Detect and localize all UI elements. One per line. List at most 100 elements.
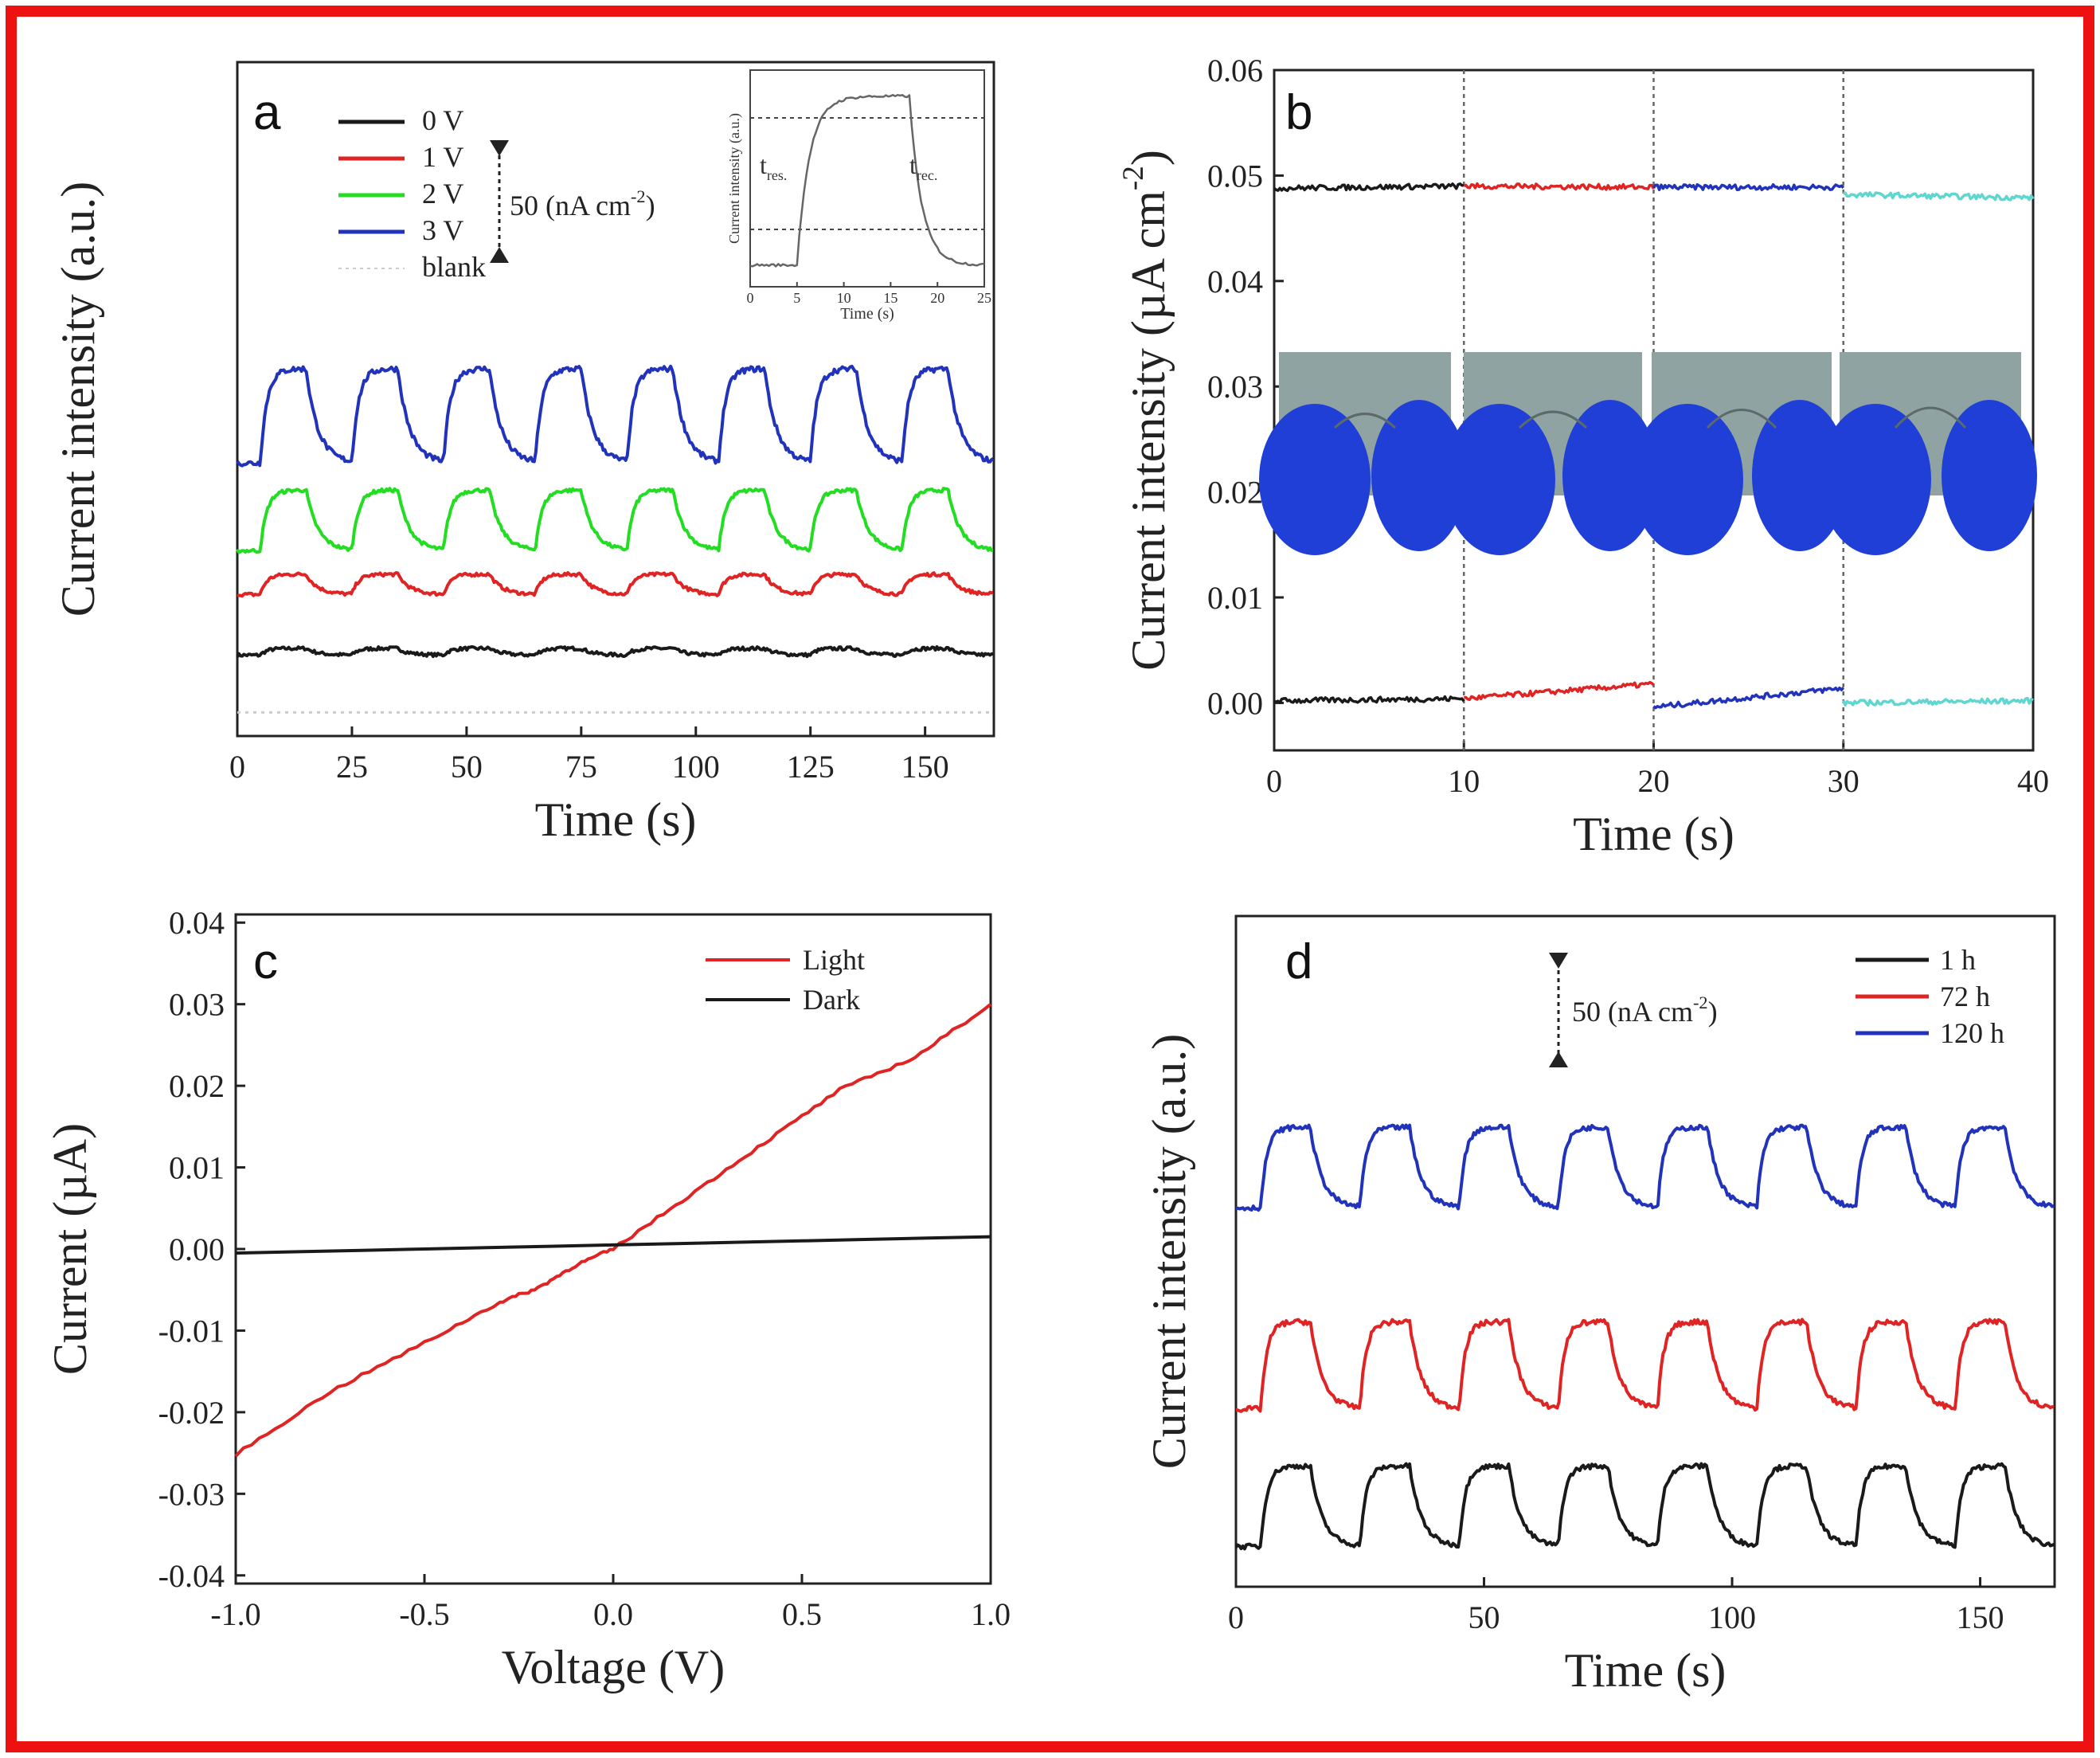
- panel-b-segment-high-3: [1843, 191, 2035, 202]
- panel-d-xtick-label: 0: [1228, 1599, 1244, 1635]
- panel-d-label: d: [1285, 934, 1312, 989]
- panel-c-ytick-label: 0.03: [169, 987, 225, 1023]
- panel-a-xtick-label: 150: [901, 749, 949, 785]
- panel-a-inset-ylabel: Current intensity (a.u.): [726, 113, 743, 244]
- panel-a-inset-xtick-label: 25: [977, 290, 991, 306]
- panel-b-photo-glove-right: [1371, 400, 1467, 551]
- panel-a-xtick-label: 125: [787, 749, 835, 785]
- panel-a-xtick-label: 25: [336, 749, 368, 785]
- panel-b-photo: [1259, 352, 1467, 555]
- panel-b-segment-low-1: [1464, 680, 1655, 702]
- panel-a-series-1V: [237, 571, 994, 598]
- panel-b-ytick-label: 0.01: [1207, 580, 1263, 616]
- panel-b-photo-glove-left: [1820, 404, 1931, 555]
- panel-d-xtick-label: 100: [1708, 1599, 1756, 1635]
- panel-a-xtick-label: 75: [565, 749, 597, 785]
- panel-c-ytick-label: -0.04: [158, 1558, 225, 1594]
- panel-b-xtick-label: 0: [1266, 763, 1282, 799]
- panel-c-label: c: [253, 934, 278, 989]
- panel-a-inset-xtick-label: 10: [837, 290, 851, 306]
- panel-b-xlabel: Time (s): [1573, 808, 1734, 860]
- panel-b-photo-device: [1333, 413, 1397, 429]
- panel-b-xtick-label: 30: [1828, 763, 1859, 799]
- panel-b-photo-glove-left: [1259, 404, 1371, 555]
- panel-a-ylabel: Current intensity (a.u.): [52, 182, 104, 617]
- panel-d-xtick-label: 150: [1957, 1599, 2004, 1635]
- panel-d-scale-label: 50 (nA cm-2): [1572, 993, 1718, 1028]
- panel-d-legend-label: 120 h: [1940, 1017, 2004, 1049]
- panel-a-inset-xtick-label: 0: [747, 290, 754, 306]
- panel-c-xtick-label: 1.0: [971, 1596, 1011, 1632]
- panel-a-inset-xtick-label: 15: [883, 290, 897, 306]
- panel-b-xtick-label: 20: [1638, 763, 1670, 799]
- panel-d-series-72h: [1235, 1318, 2055, 1413]
- panel-a-inset-xlabel: Time (s): [840, 305, 894, 323]
- panel-b-photo-glove-right: [1562, 400, 1658, 551]
- panel-c-legend-label: Dark: [803, 984, 860, 1016]
- panel-c-xlabel: Voltage (V): [502, 1641, 725, 1693]
- panel-b-photo-glove-left: [1632, 404, 1743, 555]
- panel-b-segment-high-0: [1273, 182, 1465, 193]
- panel-c-ytick-label: 0.02: [169, 1068, 225, 1104]
- panel-b-segment-low-3: [1842, 696, 2034, 707]
- panel-d-series-120h: [1235, 1123, 2055, 1212]
- panel-a-series-2V: [236, 487, 994, 554]
- panel-b-photo-device: [1894, 406, 1967, 429]
- panel-c-series-Light: [234, 1003, 992, 1458]
- panel-a-series-3V: [236, 364, 995, 468]
- panel-a-legend-label: blank: [422, 251, 486, 283]
- panel-a-xtick-label: 50: [451, 749, 483, 785]
- panel-b-label: b: [1285, 85, 1312, 140]
- panel-a-legend-label: 0 V: [422, 104, 463, 136]
- panel-a-xtick-label: 100: [672, 749, 720, 785]
- panel-c-series-Dark: [235, 1235, 991, 1255]
- panel-d-series-1h: [1234, 1462, 2055, 1551]
- panel-b-photo-device: [1706, 409, 1777, 429]
- panel-c-ytick-label: 0.04: [169, 905, 225, 941]
- panel-b-photo-glove-right: [1752, 400, 1848, 551]
- panel-b-xtick-label: 10: [1448, 763, 1480, 799]
- panel-a-axes: [236, 61, 995, 738]
- panel-d-xlabel: Time (s): [1565, 1644, 1727, 1697]
- panel-d-axes: [1234, 914, 2056, 1588]
- panel-b-segment-high-2: [1652, 182, 1845, 192]
- panel-d-legend-label: 72 h: [1940, 981, 1990, 1012]
- panel-b-ytick-label: 0.00: [1207, 685, 1263, 721]
- panel-c-ytick-label: 0.01: [169, 1150, 225, 1186]
- panel-b-segment-low-2: [1652, 686, 1845, 710]
- panel-a-inset-xtick-label: 20: [930, 290, 944, 306]
- panel-b-photo: [1820, 352, 2037, 555]
- panel-d-scale-arrow-top: [1549, 953, 1568, 969]
- panel-d-xtick-label: 50: [1468, 1599, 1500, 1635]
- panel-c-xtick-label: 0.0: [593, 1596, 633, 1632]
- panel-b-photo-glove-left: [1444, 404, 1555, 555]
- panel-a-xlabel: Time (s): [535, 793, 697, 846]
- panel-c-xtick-label: 0.5: [782, 1596, 822, 1632]
- panel-a-label: a: [253, 85, 281, 140]
- panel-d-legend-label: 1 h: [1940, 944, 1976, 976]
- panel-a-inset-frame: [749, 69, 985, 288]
- panel-a-scale-arrow-top: [490, 140, 509, 156]
- panel-b-photo: [1444, 352, 1658, 555]
- panel-a-legend-label: 1 V: [422, 141, 463, 173]
- panel-b-xtick-label: 40: [2017, 763, 2049, 799]
- panel-b-photo-device: [1518, 410, 1588, 429]
- panel-b-ytick-label: 0.04: [1207, 264, 1263, 300]
- panel-c-ylabel: Current (µA): [44, 1123, 96, 1375]
- panel-b-ytick-label: 0.03: [1207, 369, 1263, 405]
- panel-c-ytick-label: -0.01: [158, 1313, 225, 1349]
- panel-a-inset-curve: [749, 93, 985, 268]
- panel-b-photo: [1632, 352, 1848, 555]
- panel-b-segment-high-1: [1463, 182, 1656, 191]
- panel-c-xtick-label: -1.0: [210, 1596, 260, 1632]
- panel-b-ytick-label: 0.06: [1207, 53, 1263, 88]
- panel-b-ylabel: Current intensity (µA cm-2): [1117, 150, 1175, 671]
- panel-c-ytick-label: -0.03: [158, 1476, 225, 1512]
- panel-a-legend-label: 2 V: [422, 178, 463, 209]
- panel-d-ylabel: Current intensity (a.u.): [1143, 1034, 1195, 1470]
- panel-a-legend-label: 3 V: [422, 214, 463, 246]
- panel-c-ytick-label: 0.00: [169, 1231, 225, 1267]
- panel-a-inset-xtick-label: 5: [793, 290, 800, 306]
